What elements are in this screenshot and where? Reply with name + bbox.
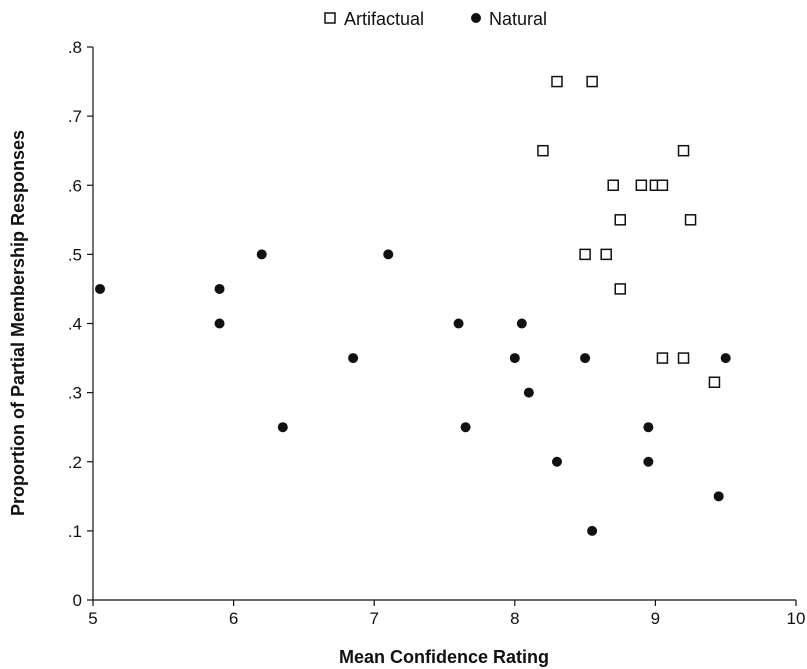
- point-natural: [516, 318, 527, 329]
- point-artifactual: [537, 144, 549, 157]
- y-tick-label: .2: [68, 453, 82, 472]
- point-artifactual: [677, 144, 690, 157]
- point-natural: [383, 249, 394, 260]
- point-natural: [453, 318, 464, 329]
- x-tick-label: 7: [369, 609, 378, 628]
- point-natural: [643, 422, 654, 433]
- legend-marker-natural: [471, 13, 481, 23]
- point-natural: [523, 387, 534, 398]
- point-artifactual: [586, 75, 598, 88]
- legend-marker-artifactual: [324, 12, 336, 24]
- y-ticks: 0 .1 .2 .3 .4 .5 .6 .7 .8: [68, 38, 93, 610]
- point-artifactual: [614, 214, 626, 226]
- x-tick-label: 8: [510, 609, 519, 628]
- point-natural: [214, 283, 225, 294]
- data-points: [95, 75, 731, 536]
- point-natural: [643, 456, 654, 467]
- point-natural: [460, 422, 471, 433]
- y-tick-label: .6: [68, 176, 82, 195]
- y-tick-label: .1: [68, 522, 82, 541]
- x-axis-title: Mean Confidence Rating: [339, 647, 549, 667]
- point-artifactual: [708, 376, 721, 389]
- x-tick-label: 10: [787, 609, 806, 628]
- x-tick-label: 9: [651, 609, 660, 628]
- y-tick-label: .5: [68, 245, 82, 264]
- x-tick-label: 5: [88, 609, 97, 628]
- legend-label-artifactual: Artifactual: [344, 9, 424, 29]
- point-natural: [509, 353, 520, 364]
- point-artifactual: [600, 248, 612, 261]
- point-artifactual: [614, 283, 626, 295]
- point-artifactual: [551, 75, 563, 88]
- point-natural: [95, 283, 106, 294]
- point-artifactual: [579, 248, 591, 261]
- point-natural: [214, 318, 225, 329]
- point-natural: [348, 353, 359, 364]
- point-artifactual: [635, 179, 648, 191]
- y-axis-title: Proportion of Partial Membership Respons…: [8, 130, 28, 516]
- legend-label-natural: Natural: [489, 9, 547, 29]
- legend: Artifactual Natural: [324, 9, 547, 29]
- point-natural: [277, 422, 288, 433]
- point-natural: [256, 249, 267, 260]
- point-natural: [587, 525, 598, 536]
- point-natural: [551, 456, 562, 467]
- y-tick-label: .3: [68, 384, 82, 403]
- point-natural: [713, 491, 724, 502]
- y-tick-label: .7: [68, 107, 82, 126]
- point-artifactual: [607, 179, 619, 191]
- point-artifactual: [656, 179, 669, 191]
- point-artifactual: [656, 352, 669, 364]
- y-tick-label: .4: [68, 315, 82, 334]
- point-artifactual: [684, 214, 697, 226]
- x-tick-label: 6: [229, 609, 238, 628]
- x-ticks: 5 6 7 8 9 10: [88, 600, 805, 628]
- point-artifactual: [677, 352, 690, 364]
- y-tick-label: .8: [68, 38, 82, 57]
- point-natural: [580, 353, 591, 364]
- point-natural: [720, 353, 731, 364]
- y-tick-label: 0: [73, 591, 82, 610]
